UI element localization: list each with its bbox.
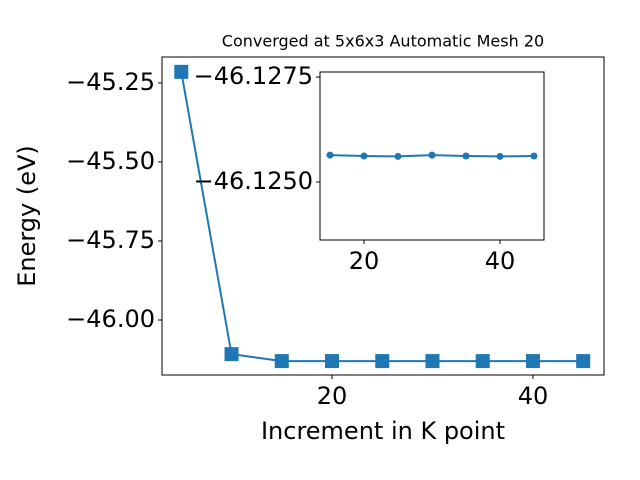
y-tick-label: −45.75 <box>66 226 155 254</box>
marker <box>224 347 239 362</box>
y-tick-label: −45.50 <box>66 147 155 175</box>
x-axis-label: Increment in K point <box>261 417 505 445</box>
marker <box>428 151 436 159</box>
x-tick-label: 20 <box>349 247 380 275</box>
marker <box>530 152 538 160</box>
chart-title: Converged at 5x6x3 Automatic Mesh 20 <box>222 32 544 51</box>
marker <box>326 151 334 159</box>
y-tick-label: −46.00 <box>66 305 155 333</box>
y-tick-label: −46.1250 <box>194 167 313 195</box>
y-axis-label: Energy (eV) <box>13 145 41 287</box>
x-tick-label: 20 <box>317 382 348 410</box>
marker <box>425 354 440 369</box>
x-tick-label: 40 <box>485 247 516 275</box>
marker <box>360 152 368 160</box>
marker <box>462 152 470 160</box>
y-tick-label: −46.1275 <box>194 62 313 90</box>
marker <box>475 354 490 369</box>
marker <box>375 354 390 369</box>
marker <box>394 152 402 160</box>
x-tick-label: 40 <box>518 382 549 410</box>
marker <box>274 354 289 369</box>
marker <box>325 354 340 369</box>
marker <box>576 354 591 369</box>
y-tick-label: −45.25 <box>66 68 155 96</box>
marker <box>525 354 540 369</box>
marker <box>174 64 189 79</box>
marker <box>496 152 504 160</box>
